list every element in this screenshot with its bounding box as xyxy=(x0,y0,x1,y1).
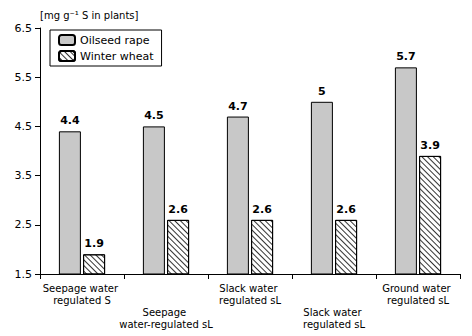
svg-text:Slack water: Slack water xyxy=(303,307,364,318)
svg-text:1.9: 1.9 xyxy=(84,237,104,250)
svg-text:2.6: 2.6 xyxy=(252,203,272,216)
svg-text:6.5: 6.5 xyxy=(15,22,33,35)
svg-text:Seepage: Seepage xyxy=(143,307,190,318)
svg-text:regulated sL: regulated sL xyxy=(303,319,365,330)
svg-text:4.7: 4.7 xyxy=(228,100,248,113)
svg-text:Seepage water: Seepage water xyxy=(43,283,121,294)
svg-text:2.6: 2.6 xyxy=(168,203,188,216)
svg-text:[mg g⁻¹ S in plants]: [mg g⁻¹ S in plants] xyxy=(40,10,139,21)
svg-text:regulated sL: regulated sL xyxy=(387,295,449,306)
svg-text:Slack water: Slack water xyxy=(219,283,280,294)
svg-text:4.5: 4.5 xyxy=(144,109,164,122)
svg-text:5: 5 xyxy=(318,85,326,98)
svg-text:3.9: 3.9 xyxy=(420,139,440,152)
svg-text:Ground water: Ground water xyxy=(382,283,454,294)
svg-text:1.5: 1.5 xyxy=(15,268,33,281)
svg-text:regulated sL: regulated sL xyxy=(219,295,281,306)
svg-text:Oilseed rape: Oilseed rape xyxy=(80,34,150,47)
svg-text:4.4: 4.4 xyxy=(60,114,80,127)
svg-text:4.5: 4.5 xyxy=(15,120,33,133)
svg-text:2.6: 2.6 xyxy=(336,203,356,216)
svg-text:5.7: 5.7 xyxy=(396,50,416,63)
svg-text:water-regulated sL: water-regulated sL xyxy=(119,319,213,330)
svg-text:5.5: 5.5 xyxy=(15,71,33,84)
svg-text:regulated S: regulated S xyxy=(53,295,111,306)
svg-text:Winter wheat: Winter wheat xyxy=(80,50,154,63)
svg-text:3.5: 3.5 xyxy=(15,169,33,182)
svg-text:2.5: 2.5 xyxy=(15,218,33,231)
